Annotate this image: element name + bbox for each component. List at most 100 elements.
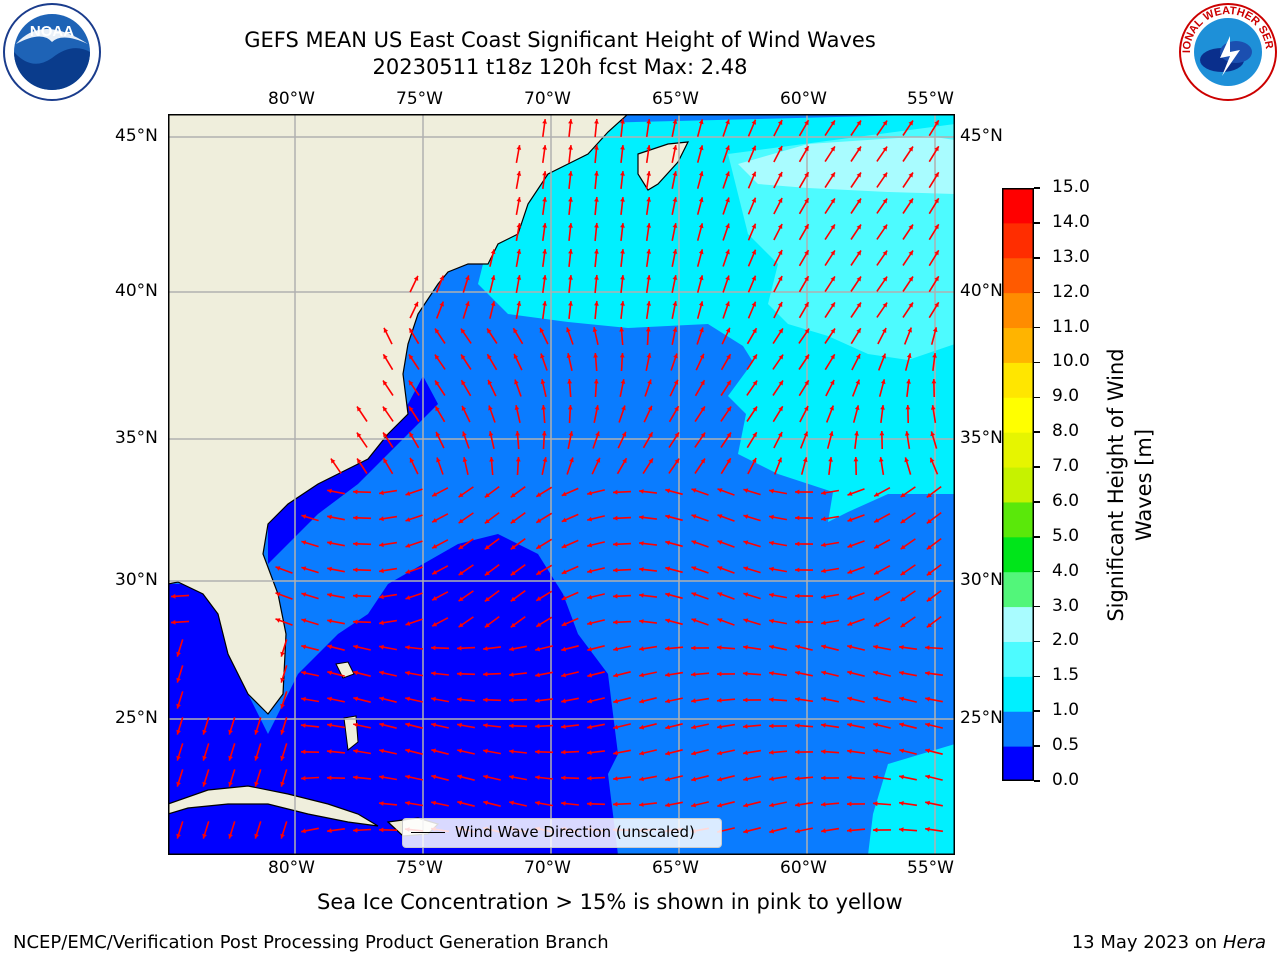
- wave-direction-arrow: [327, 540, 345, 547]
- wave-direction-arrow: [594, 300, 599, 320]
- wave-direction-arrow: [820, 749, 840, 755]
- wave-direction-arrow: [747, 223, 757, 241]
- wave-direction-arrow: [202, 821, 210, 839]
- colorbar-tick-mark: [1034, 570, 1040, 573]
- wave-direction-arrow: [850, 224, 862, 240]
- wave-direction-arrow: [408, 380, 420, 396]
- wave-direction-arrow: [430, 696, 450, 703]
- wave-direction-arrow: [409, 275, 419, 293]
- wave-direction-arrow: [743, 775, 761, 782]
- wave-direction-arrow: [457, 697, 475, 702]
- wave-direction-arrow: [928, 223, 940, 241]
- wave-direction-arrow: [820, 775, 840, 781]
- wave-direction-arrow: [691, 592, 709, 600]
- wave-direction-arrow: [458, 564, 474, 576]
- wave-direction-arrow: [512, 327, 524, 345]
- wave-direction-arrow: [301, 618, 319, 626]
- lon-label-top-75w: 75°W: [396, 89, 443, 109]
- wave-direction-arrow: [434, 328, 446, 344]
- wave-direction-arrow: [850, 146, 862, 162]
- wave-direction-arrow: [664, 646, 684, 651]
- wave-direction-arrow: [717, 618, 735, 626]
- wave-direction-arrow: [568, 301, 573, 319]
- wave-direction-arrow: [542, 196, 547, 216]
- wave-direction-arrow: [352, 748, 372, 755]
- wave-direction-arrow: [926, 589, 942, 603]
- wave-direction-arrow: [431, 539, 449, 549]
- wave-direction-arrow: [514, 379, 522, 397]
- wave-direction-arrow: [820, 541, 840, 548]
- wave-direction-arrow: [482, 748, 502, 755]
- wave-direction-arrow: [902, 224, 914, 240]
- wave-direction-arrow: [746, 327, 758, 345]
- wave-direction-arrow: [847, 566, 865, 574]
- wave-direction-arrow: [535, 775, 553, 780]
- wave-direction-arrow: [925, 696, 943, 703]
- wave-direction-arrow: [327, 592, 345, 599]
- wave-direction-arrow: [456, 671, 476, 677]
- wave-direction-arrow: [176, 691, 184, 709]
- wave-direction-arrow: [645, 248, 651, 268]
- colorbar-tick-mark: [1034, 780, 1040, 782]
- wave-direction-arrow: [515, 300, 522, 320]
- wave-direction-arrow: [405, 566, 423, 574]
- colorbar-tick-mark: [1034, 675, 1040, 678]
- wave-direction-arrow: [561, 565, 579, 575]
- wave-direction-arrow: [794, 723, 814, 729]
- wave-direction-arrow: [924, 671, 944, 676]
- wave-direction-arrow: [612, 619, 632, 625]
- wave-direction-arrow: [717, 540, 735, 548]
- wave-direction-arrow: [691, 775, 709, 782]
- lon-label-top-70w: 70°W: [524, 89, 571, 109]
- wave-direction-arrow: [378, 827, 398, 833]
- colorbar-segment: [1002, 571, 1034, 608]
- wave-direction-arrow: [747, 275, 757, 293]
- wave-direction-arrow: [352, 489, 372, 495]
- wave-direction-arrow: [568, 171, 573, 189]
- wave-direction-arrow: [542, 300, 547, 320]
- wave-direction-arrow: [746, 353, 758, 371]
- wave-direction-arrow: [906, 379, 911, 397]
- wave-direction-arrow: [671, 301, 678, 319]
- wave-direction-arrow: [542, 274, 547, 294]
- wave-direction-arrow: [696, 301, 704, 319]
- wave-direction-arrow: [484, 563, 500, 577]
- wave-direction-arrow: [722, 119, 730, 137]
- wave-direction-arrow: [568, 249, 573, 267]
- lon-label-bottom-65w: 65°W: [652, 858, 699, 878]
- wave-direction-arrow: [696, 119, 704, 137]
- wave-direction-arrow: [795, 670, 813, 677]
- colorbar-tick-label: 2.0: [1052, 630, 1080, 651]
- wave-direction-arrow: [665, 723, 683, 730]
- wave-direction-arrow: [742, 749, 762, 756]
- wave-direction-arrow: [458, 590, 474, 602]
- wave-direction-arrow: [300, 696, 320, 703]
- wave-direction-arrow: [280, 639, 288, 657]
- colorbar-tick-label: 0.5: [1052, 735, 1080, 756]
- wave-direction-arrow: [489, 456, 494, 476]
- wave-direction-arrow: [280, 691, 288, 709]
- wave-direction-arrow: [619, 352, 625, 372]
- wave-direction-arrow: [561, 539, 579, 549]
- nws-logo: NATIONAL WEATHER SERVICE: [1178, 2, 1277, 101]
- wave-direction-arrow: [716, 671, 736, 677]
- wave-direction-arrow: [924, 645, 944, 651]
- wave-direction-arrow: [300, 749, 320, 755]
- wave-direction-arrow: [301, 644, 319, 651]
- wave-direction-arrow: [613, 671, 631, 678]
- colorbar-tick-mark: [1034, 187, 1040, 189]
- wave-direction-arrow: [928, 119, 940, 137]
- wave-direction-arrow: [254, 743, 262, 761]
- wave-direction-arrow: [405, 748, 423, 755]
- wave-direction-arrow: [378, 644, 398, 651]
- wave-direction-arrow: [176, 639, 184, 657]
- wave-direction-arrow: [534, 800, 554, 807]
- wave-direction-arrow: [926, 485, 942, 499]
- wave-direction-arrow: [456, 722, 476, 729]
- wave-direction-arrow: [717, 566, 735, 574]
- noaa-logo: NOAA: [3, 3, 101, 101]
- wave-direction-arrow: [671, 119, 678, 137]
- footer-host: Hera: [1222, 932, 1266, 953]
- wave-direction-arrow: [876, 224, 888, 240]
- wave-direction-arrow: [431, 671, 449, 676]
